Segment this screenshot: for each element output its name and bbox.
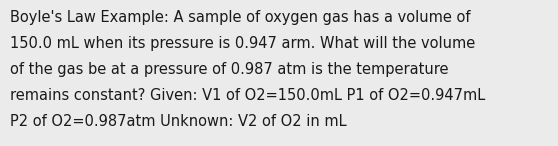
Text: of the gas be at a pressure of 0.987 atm is the temperature: of the gas be at a pressure of 0.987 atm…	[10, 62, 449, 77]
Text: remains constant? Given: V1 of O2=150.0mL P1 of O2=0.947mL: remains constant? Given: V1 of O2=150.0m…	[10, 88, 485, 103]
Text: 150.0 mL when its pressure is 0.947 arm. What will the volume: 150.0 mL when its pressure is 0.947 arm.…	[10, 36, 475, 51]
Text: Boyle's Law Example: A sample of oxygen gas has a volume of: Boyle's Law Example: A sample of oxygen …	[10, 10, 470, 25]
Text: P2 of O2=0.987atm Unknown: V2 of O2 in mL: P2 of O2=0.987atm Unknown: V2 of O2 in m…	[10, 114, 347, 129]
